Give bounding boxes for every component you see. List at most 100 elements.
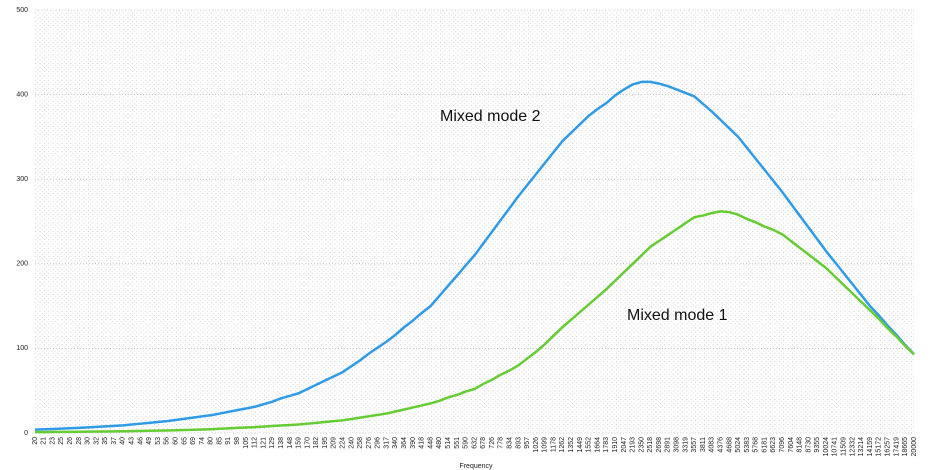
x-axis-label: Frequency xyxy=(459,463,493,470)
x-tick-label: 20 xyxy=(32,437,39,445)
x-tick-label: 37 xyxy=(111,437,118,445)
x-tick-label: 778 xyxy=(498,437,505,449)
x-tick-label: 65 xyxy=(181,437,188,445)
x-tick-label: 25 xyxy=(58,437,65,445)
x-tick-label: 23 xyxy=(49,437,56,445)
x-tick-label: 20000 xyxy=(911,437,918,457)
x-tick-label: 148 xyxy=(287,437,294,449)
x-tick-label: 112 xyxy=(252,437,259,448)
x-tick-label: 4376 xyxy=(717,437,724,453)
x-tick-label: 5024 xyxy=(735,437,742,453)
x-tick-label: 1910 xyxy=(612,437,619,453)
x-tick-label: 3098 xyxy=(674,437,681,453)
y-tick-label: 0 xyxy=(24,430,28,437)
x-tick-label: 276 xyxy=(366,437,373,449)
x-tick-label: 10741 xyxy=(832,437,839,457)
x-tick-label: 209 xyxy=(331,437,338,449)
x-tick-label: 56 xyxy=(164,437,171,445)
x-tick-label: 1449 xyxy=(577,437,584,453)
x-tick-label: 26 xyxy=(67,437,74,445)
series-line xyxy=(34,80,915,431)
x-tick-label: 28 xyxy=(76,437,83,445)
x-tick-label: 195 xyxy=(322,437,329,449)
x-tick-label: 364 xyxy=(401,437,408,449)
x-tick-label: 69 xyxy=(190,437,197,445)
x-tick-label: 240 xyxy=(348,437,355,449)
x-tick-label: 2698 xyxy=(656,437,663,453)
plot-background xyxy=(35,10,914,433)
x-tick-label: 418 xyxy=(419,437,426,449)
x-tick-label: 480 xyxy=(436,437,443,449)
x-tick-label: 159 xyxy=(296,437,303,449)
x-tick-label: 10024 xyxy=(823,437,830,457)
x-tick-label: 32 xyxy=(93,437,100,445)
x-tick-label: 514 xyxy=(445,437,452,449)
x-tick-label: 21 xyxy=(41,437,48,445)
x-tick-label: 43 xyxy=(129,437,136,445)
x-tick-label: 5768 xyxy=(753,437,760,453)
x-tick-label: 85 xyxy=(216,437,223,445)
x-tick-label: 13214 xyxy=(858,437,865,457)
x-tick-label: 2891 xyxy=(665,437,672,453)
x-tick-label: 182 xyxy=(313,437,320,449)
x-tick-label: 1352 xyxy=(568,437,575,453)
x-tick-label: 74 xyxy=(199,437,206,445)
x-tick-label: 138 xyxy=(278,437,285,449)
y-tick-label: 300 xyxy=(16,176,28,183)
x-tick-label: 317 xyxy=(383,437,390,449)
x-tick-label: 170 xyxy=(304,437,311,449)
x-tick-label: 448 xyxy=(427,437,434,449)
y-tick-label: 200 xyxy=(16,261,28,268)
x-tick-label: 4083 xyxy=(709,437,716,453)
x-tick-label: 15172 xyxy=(876,437,883,457)
x-tick-label: 340 xyxy=(392,437,399,449)
x-tick-label: 1664 xyxy=(594,437,601,453)
x-tick-label: 1099 xyxy=(542,437,549,453)
x-tick-label: 5383 xyxy=(744,437,751,453)
x-tick-label: 60 xyxy=(172,437,179,445)
x-tick-label: 2350 xyxy=(638,437,645,453)
x-tick-label: 224 xyxy=(339,437,346,449)
x-tick-label: 4688 xyxy=(726,437,733,453)
x-tick-label: 3557 xyxy=(691,437,698,453)
x-tick-label: 1262 xyxy=(559,437,566,453)
x-tick-label: 893 xyxy=(515,437,522,449)
x-tick-label: 2193 xyxy=(630,437,637,453)
x-tick-label: 16257 xyxy=(884,437,891,457)
x-tick-label: 40 xyxy=(120,437,127,445)
x-tick-label: 3319 xyxy=(682,437,689,453)
x-tick-label: 2047 xyxy=(621,437,628,453)
x-tick-label: 834 xyxy=(507,437,514,449)
x-tick-label: 632 xyxy=(471,437,478,449)
x-tick-label: 8730 xyxy=(805,437,812,453)
x-tick-label: 105 xyxy=(243,437,250,449)
x-tick-label: 121 xyxy=(260,437,267,449)
x-tick-label: 6181 xyxy=(761,437,768,453)
x-tick-label: 7096 xyxy=(779,437,786,453)
x-tick-label: 296 xyxy=(375,437,382,449)
series-line xyxy=(34,210,915,434)
x-tick-label: 3811 xyxy=(700,437,707,452)
x-tick-label: 17419 xyxy=(893,437,900,457)
y-tick-label: 100 xyxy=(16,345,28,352)
x-tick-label: 98 xyxy=(234,437,241,445)
x-tick-label: 1178 xyxy=(550,437,557,452)
series-label: Mixed mode 2 xyxy=(440,108,541,125)
y-tick-label: 500 xyxy=(16,7,28,14)
x-tick-label: 6623 xyxy=(770,437,777,453)
x-tick-label: 14159 xyxy=(867,437,874,457)
y-tick-label: 400 xyxy=(16,91,28,98)
series-label: Mixed mode 1 xyxy=(627,307,728,324)
x-tick-label: 2518 xyxy=(647,437,654,453)
x-tick-label: 80 xyxy=(208,437,215,445)
x-tick-label: 7604 xyxy=(788,437,795,453)
x-tick-label: 1552 xyxy=(586,437,593,453)
x-tick-label: 1026 xyxy=(533,437,540,453)
x-tick-label: 8148 xyxy=(797,437,804,453)
x-tick-label: 91 xyxy=(225,437,232,445)
x-tick-label: 18665 xyxy=(902,437,909,457)
x-tick-label: 258 xyxy=(357,437,364,449)
x-tick-label: 390 xyxy=(410,437,417,449)
